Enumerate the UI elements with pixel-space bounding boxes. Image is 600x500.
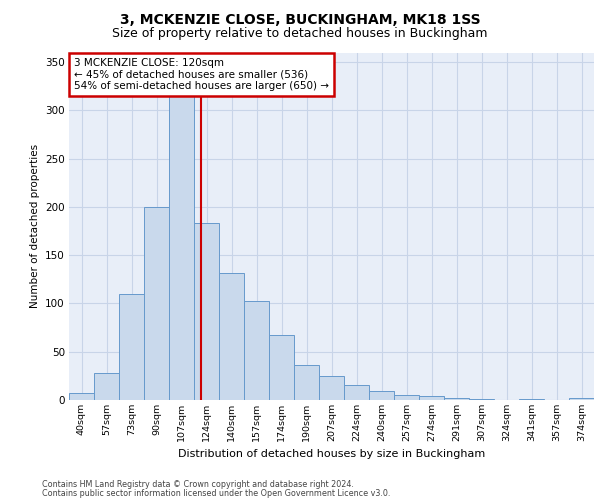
Bar <box>269 336 294 400</box>
Bar <box>344 384 369 400</box>
Bar <box>94 373 119 400</box>
Y-axis label: Number of detached properties: Number of detached properties <box>29 144 40 308</box>
Bar <box>294 365 319 400</box>
Text: Contains public sector information licensed under the Open Government Licence v3: Contains public sector information licen… <box>42 489 391 498</box>
Bar <box>119 294 144 400</box>
X-axis label: Distribution of detached houses by size in Buckingham: Distribution of detached houses by size … <box>178 450 485 460</box>
Bar <box>169 86 194 400</box>
Bar <box>319 376 344 400</box>
Bar <box>469 399 494 400</box>
Bar <box>394 395 419 400</box>
Text: Contains HM Land Registry data © Crown copyright and database right 2024.: Contains HM Land Registry data © Crown c… <box>42 480 354 489</box>
Bar <box>69 393 94 400</box>
Text: Size of property relative to detached houses in Buckingham: Size of property relative to detached ho… <box>112 28 488 40</box>
Bar <box>444 398 469 400</box>
Bar <box>144 207 169 400</box>
Text: 3 MCKENZIE CLOSE: 120sqm
← 45% of detached houses are smaller (536)
54% of semi-: 3 MCKENZIE CLOSE: 120sqm ← 45% of detach… <box>74 58 329 91</box>
Bar <box>194 224 219 400</box>
Bar <box>419 396 444 400</box>
Bar <box>369 392 394 400</box>
Bar <box>244 300 269 400</box>
Bar <box>569 398 594 400</box>
Bar <box>219 272 244 400</box>
Text: 3, MCKENZIE CLOSE, BUCKINGHAM, MK18 1SS: 3, MCKENZIE CLOSE, BUCKINGHAM, MK18 1SS <box>119 12 481 26</box>
Bar <box>519 399 544 400</box>
